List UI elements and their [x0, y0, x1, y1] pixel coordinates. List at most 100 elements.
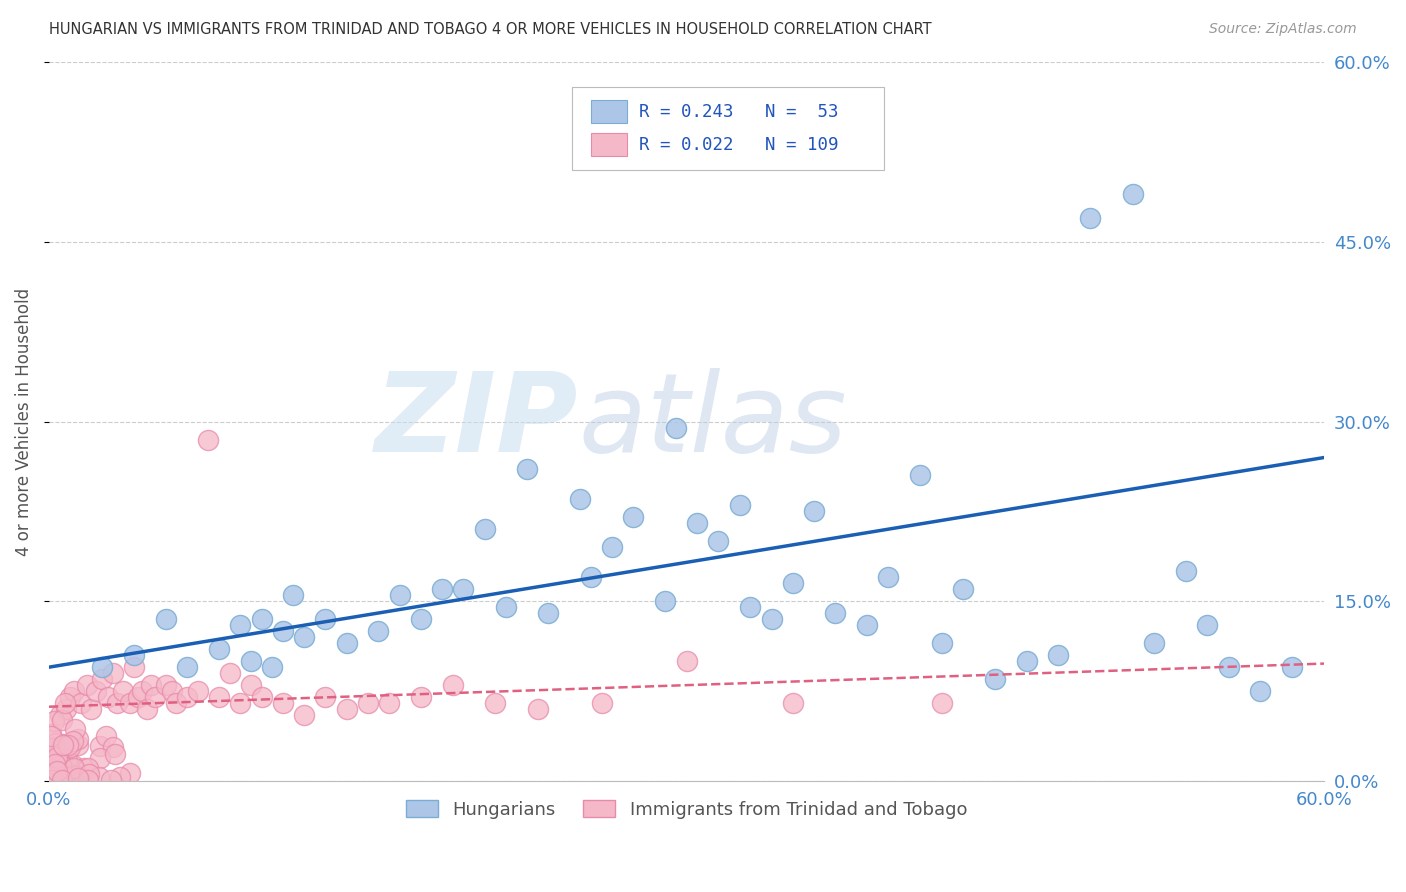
Point [283, 588, 305, 602]
Point [367, 624, 389, 639]
Point [51, 713, 73, 727]
Point [229, 618, 252, 632]
Point [239, 678, 262, 692]
Point [89, 739, 111, 754]
Point [60, 768, 83, 782]
Point [77, 767, 100, 781]
Point [101, 666, 124, 681]
Point [122, 660, 145, 674]
Point [112, 684, 135, 698]
Point [239, 654, 262, 668]
Point [56, 754, 79, 768]
Point [484, 696, 506, 710]
Point [579, 570, 602, 584]
Point [910, 468, 932, 483]
Point [176, 690, 198, 705]
Point [409, 612, 432, 626]
Point [131, 684, 153, 698]
Point [474, 522, 496, 536]
Point [314, 690, 336, 705]
Point [94, 729, 117, 743]
Point [55, 770, 77, 784]
Point [1080, 211, 1102, 225]
Point [48, 708, 70, 723]
Point [70, 696, 93, 710]
Point [48, 741, 70, 756]
Point [77, 772, 100, 787]
Point [155, 678, 177, 692]
Point [67, 738, 90, 752]
Bar [591, 133, 627, 156]
Point [76, 761, 98, 775]
Point [314, 612, 336, 626]
Point [271, 624, 294, 639]
Point [139, 678, 162, 692]
Point [135, 702, 157, 716]
Point [49, 756, 72, 770]
Point [526, 702, 548, 716]
Point [250, 690, 273, 705]
Point [72, 761, 94, 775]
Point [42, 741, 65, 756]
Point [623, 510, 645, 524]
Point [84, 684, 107, 698]
Point [782, 576, 804, 591]
Point [654, 594, 676, 608]
Point [803, 504, 825, 518]
Point [49, 772, 72, 787]
Point [52, 763, 75, 777]
Point [430, 582, 453, 597]
Point [208, 642, 231, 657]
Point [1175, 565, 1198, 579]
Point [931, 636, 953, 650]
Point [39, 770, 62, 784]
Point [53, 769, 76, 783]
Point [271, 696, 294, 710]
Point [89, 751, 111, 765]
Point [728, 499, 751, 513]
Point [63, 684, 86, 698]
Point [52, 772, 75, 787]
FancyBboxPatch shape [572, 87, 884, 170]
Point [39, 767, 62, 781]
Point [1047, 648, 1070, 663]
Point [45, 750, 67, 764]
Point [41, 772, 63, 787]
Point [46, 771, 69, 785]
Bar [591, 100, 627, 123]
Point [49, 767, 72, 781]
Point [108, 770, 131, 784]
Legend: Hungarians, Immigrants from Trinidad and Tobago: Hungarians, Immigrants from Trinidad and… [398, 793, 974, 826]
Point [824, 607, 846, 621]
Point [51, 771, 73, 785]
Point [80, 702, 103, 716]
Point [675, 654, 697, 668]
Point [569, 492, 592, 507]
Point [49, 757, 72, 772]
Point [51, 764, 73, 779]
Point [89, 770, 111, 784]
Point [48, 762, 70, 776]
Point [105, 696, 128, 710]
Point [856, 618, 879, 632]
Text: Source: ZipAtlas.com: Source: ZipAtlas.com [1209, 22, 1357, 37]
Point [100, 772, 122, 787]
Point [441, 678, 464, 692]
Point [41, 772, 63, 787]
Point [782, 696, 804, 710]
Point [46, 757, 69, 772]
Point [45, 742, 67, 756]
Point [48, 743, 70, 757]
Point [62, 762, 84, 776]
Point [65, 723, 87, 737]
Point [218, 666, 240, 681]
Point [229, 696, 252, 710]
Text: atlas: atlas [578, 368, 846, 475]
Point [91, 672, 114, 686]
Point [591, 696, 613, 710]
Point [155, 612, 177, 626]
Text: ZIP: ZIP [374, 368, 578, 475]
Point [39, 761, 62, 775]
Point [740, 600, 762, 615]
Point [58, 760, 80, 774]
